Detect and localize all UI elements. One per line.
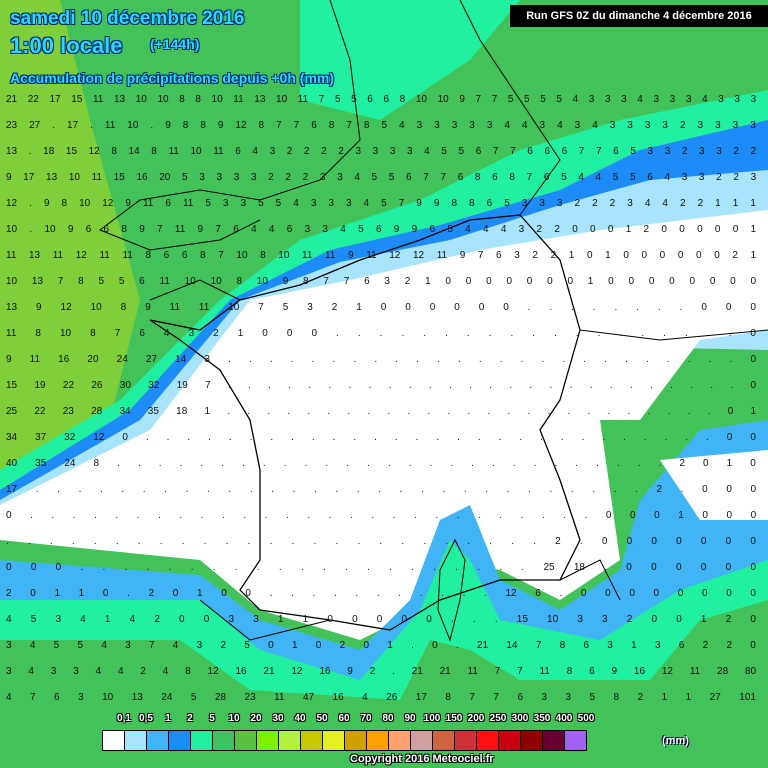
- legend-label: 10: [228, 713, 240, 724]
- forecast-time: 1:00 locale: [10, 33, 123, 58]
- legend-swatch: [147, 731, 169, 750]
- legend-label: 200: [467, 713, 485, 724]
- forecast-date: samedi 10 décembre 2016: [10, 8, 245, 29]
- color-legend: [102, 730, 587, 751]
- grid-value-row: 2 0 1 1 0 . 2 0 1 0 0 . . . . . . . . . …: [6, 588, 756, 599]
- forecast-lead-time: (+144h): [150, 36, 200, 52]
- legend-swatch: [345, 731, 367, 750]
- legend-swatch: [389, 731, 411, 750]
- legend-label: 400: [555, 713, 573, 724]
- legend-swatch: [257, 731, 279, 750]
- grid-value-row: 21 22 17 15 11 13 10 10 8 8 10 11 13 10 …: [6, 94, 757, 105]
- field-title: Accumulation de précipitations depuis +0…: [10, 70, 334, 86]
- grid-value-row: 4 7 6 3 10 13 24 5 28 23 11 47 16 4 26 1…: [6, 692, 756, 703]
- corsica: [437, 538, 466, 642]
- legend-swatch: [455, 731, 477, 750]
- legend-swatch: [301, 731, 323, 750]
- legend-swatch: [125, 731, 147, 750]
- grid-value-row: 9 17 13 10 11 15 16 20 5 3 3 3 3 2 2 2 3…: [6, 172, 757, 183]
- grid-value-row: 23 27 . 17 . 11 10 . 9 8 8 9 12 8 7 7 6 …: [6, 120, 756, 131]
- legend-swatch: [191, 731, 213, 750]
- grid-value-row: 4 5 3 4 1 4 2 0 0 3 3 1 1 0 0 0 0 0 . . …: [6, 614, 756, 625]
- grid-value-row: 25 22 23 28 34 35 18 1 . . . . . . . . .…: [6, 406, 757, 417]
- legend-swatch: [521, 731, 543, 750]
- legend-swatch: [543, 731, 565, 750]
- grid-value-row: 17 . . . . . . . . . . . . . . . . . . .…: [6, 484, 757, 495]
- legend-swatch: [411, 731, 433, 750]
- grid-value-row: 10 13 7 8 5 5 6 11 10 10 8 10 9 8 7 7 6 …: [6, 276, 757, 287]
- legend-label: 60: [338, 713, 350, 724]
- legend-swatch: [477, 731, 499, 750]
- legend-label: 70: [360, 713, 372, 724]
- legend-label: 300: [511, 713, 529, 724]
- legend-swatch: [279, 731, 301, 750]
- legend-label: 80: [382, 713, 394, 724]
- legend-label: 250: [489, 713, 507, 724]
- france-coastline: [149, 214, 581, 631]
- legend-label: 500: [577, 713, 595, 724]
- legend-unit: (mm): [662, 735, 689, 747]
- legend-label: 0,5: [139, 713, 153, 724]
- grid-value-row: . . . . . . . . . . . . . . . . . . . . …: [6, 536, 756, 547]
- grid-value-row: 3 4 5 5 4 3 7 4 3 2 5 0 1 0 2 0 1 . 0 . …: [6, 640, 756, 651]
- legend-swatch: [499, 731, 521, 750]
- legend-label: 30: [272, 713, 284, 724]
- legend-label: 5: [209, 713, 215, 724]
- grid-value-row: 3 4 3 3 4 4 2 4 8 12 16 21 12 16 9 2 . 2…: [6, 666, 757, 677]
- mediterranean-green: [0, 600, 768, 768]
- grid-value-row: 12 . 9 8 10 12 9 11 6 11 5 3 3 5 5 4 3 3…: [6, 198, 756, 209]
- grid-value-row: 11 8 10 8 7 6 4 3 2 1 0 0 0 . . . . . . …: [6, 328, 756, 339]
- grid-value-row: 34 37 32 12 0 . . . . . . . . . . . . . …: [6, 432, 756, 443]
- legend-swatch: [565, 731, 586, 750]
- legend-label: 40: [294, 713, 306, 724]
- grid-value-row: 0 . . . . . . . . . . . . . . . . . . . …: [6, 510, 757, 521]
- grid-value-row: 0 0 0 . . . . . . . . . . . . . . . . . …: [6, 562, 757, 573]
- grid-value-row: 40 35 24 8 . . . . . . . . . . . . . . .…: [6, 458, 756, 469]
- alps-dry: [660, 450, 768, 520]
- legend-label: 1: [165, 713, 171, 724]
- grid-value-row: 9 11 16 20 24 27 14 3 . . . . . . . . . …: [6, 354, 757, 365]
- legend-swatch: [433, 731, 455, 750]
- grid-value-row: 13 . 18 15 12 8 14 8 11 10 11 6 4 3 2 2 …: [6, 146, 757, 157]
- grid-value-row: 13 9 12 10 8 9 11 11 10 7 5 3 2 1 0 0 0 …: [6, 302, 756, 313]
- grid-value-row: 15 19 22 26 30 32 19 7 . . . . . . . . .…: [6, 380, 757, 391]
- legend-swatch: [169, 731, 191, 750]
- legend-label: 0,1: [117, 713, 131, 724]
- grid-value-row: 10 . 10 9 6 6 8 9 7 11 9 7 6 4 4 6 3 3 4…: [6, 224, 757, 235]
- legend-label: 90: [404, 713, 416, 724]
- legend-swatch: [367, 731, 389, 750]
- run-label: Run GFS 0Z du dimanche 4 décembre 2016: [510, 5, 768, 27]
- legend-label: 2: [187, 713, 193, 724]
- legend-label: 50: [316, 713, 328, 724]
- legend-swatch: [235, 731, 257, 750]
- legend-label: 20: [250, 713, 262, 724]
- legend-label: 350: [533, 713, 551, 724]
- legend-label: 150: [445, 713, 463, 724]
- legend-swatch: [323, 731, 345, 750]
- legend-swatch: [103, 731, 125, 750]
- grid-value-row: 11 13 11 12 11 11 8 6 6 8 7 10 8 10 11 1…: [6, 250, 757, 261]
- legend-label: 100: [423, 713, 441, 724]
- heavy-zone-atlantic: [0, 0, 140, 480]
- copyright: Copyright 2016 Meteociel.fr: [350, 753, 494, 765]
- cyan-north: [300, 0, 520, 120]
- uk-coastline: [98, 0, 361, 251]
- legend-swatch: [213, 731, 235, 750]
- country-borders: [149, 0, 768, 641]
